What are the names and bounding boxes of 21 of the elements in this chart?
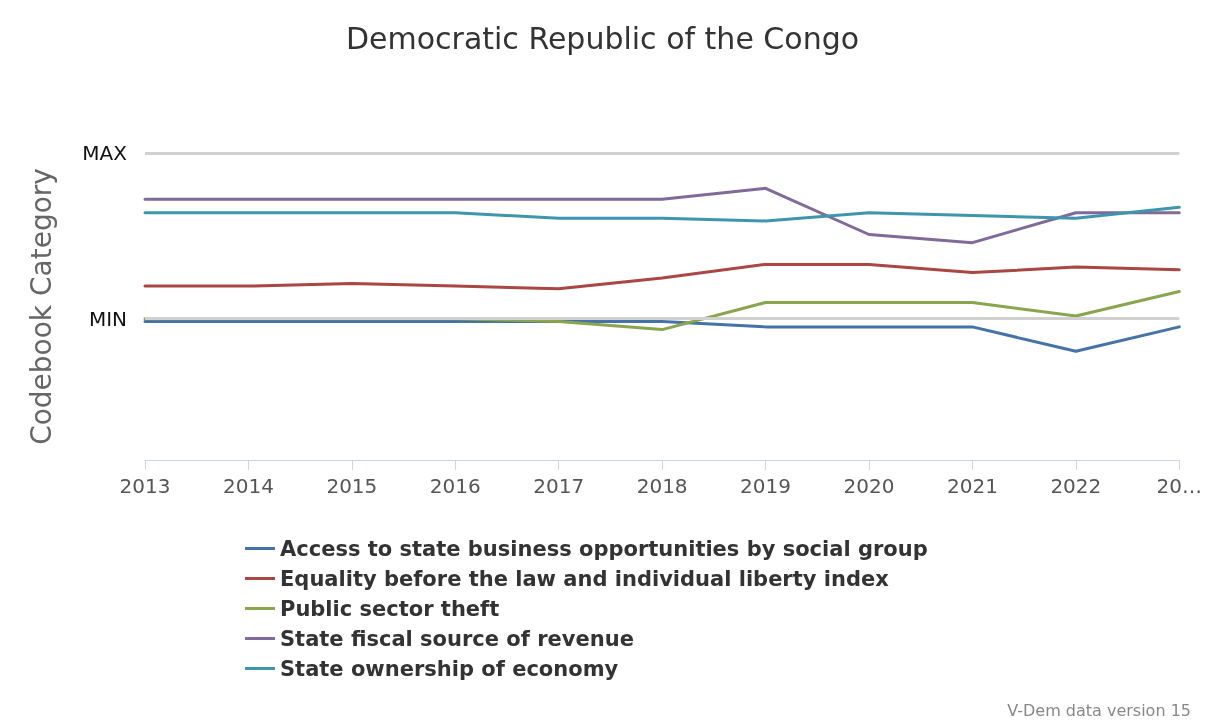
ref-line-label: MIN [88,306,127,331]
x-tick-label: 2022 [1050,474,1102,498]
x-tick-label: 20… [1156,474,1202,498]
text: V-Dem data version 15 [1007,700,1192,720]
legend-label: State ownership of economy [280,656,619,681]
x-tick-label: 2015 [326,474,378,498]
legend-label: Public sector theft [280,596,500,621]
legend-label: State fiscal source of revenue [280,626,634,651]
x-tick-label: 2016 [429,474,481,498]
x-tick-label: 2013 [119,474,171,498]
x-tick-label: 2020 [843,474,895,498]
y-axis-title: Codebook Category [24,168,58,445]
legend-label: Equality before the law and individual liberty index [280,566,890,591]
x-tick-label: 2018 [636,474,688,498]
x-tick-label: 2019 [740,474,792,498]
chart-title: Democratic Republic of the Congo [345,20,860,56]
x-tick-label: 2021 [946,474,998,498]
ref-line-label: MAX [82,141,128,165]
x-tick-label: 2017 [533,474,585,498]
x-tick-label: 2014 [222,474,274,498]
legend-label: Access to state business opportunities by social group [280,536,928,561]
